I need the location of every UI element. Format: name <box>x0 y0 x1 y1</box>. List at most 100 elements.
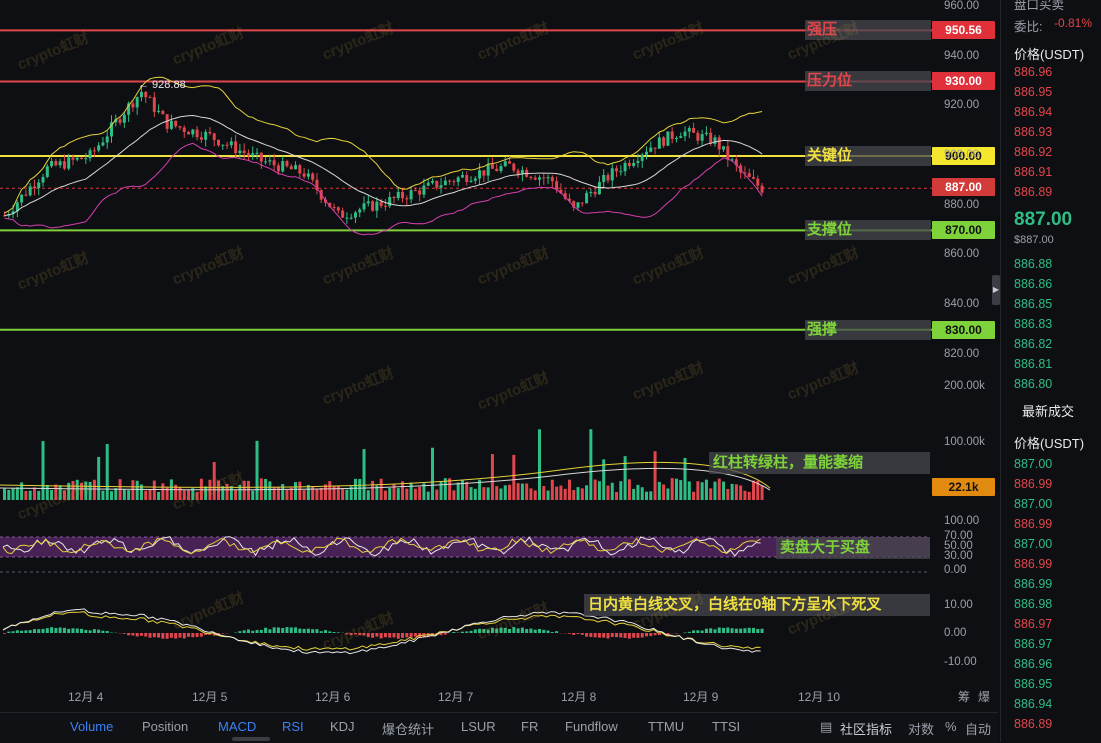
bid-price[interactable]: 886.85 <box>1014 297 1052 311</box>
macd-histogram-bar <box>410 633 413 638</box>
scroll-indicator[interactable] <box>232 737 270 741</box>
volume-bar <box>71 481 74 500</box>
macd-histogram-bar <box>606 633 609 638</box>
candle-body <box>42 177 45 183</box>
bid-price[interactable]: 886.88 <box>1014 257 1052 271</box>
indicator-tab-fr[interactable]: FR <box>521 719 538 734</box>
candle-body <box>752 177 755 179</box>
candle-body <box>217 140 220 146</box>
rsi-annotation: 卖盘大于买盘 <box>776 537 930 559</box>
bid-price[interactable]: 886.83 <box>1014 317 1052 331</box>
ask-price[interactable]: 886.92 <box>1014 145 1052 159</box>
macd-histogram-bar <box>555 631 558 633</box>
volume-bar <box>16 487 19 500</box>
community-indicator-icon[interactable]: ▤ <box>820 719 832 735</box>
log-scale-button[interactable]: 对数 <box>908 719 934 738</box>
volume-bar <box>675 479 678 500</box>
volume-bar <box>743 491 746 500</box>
volume-bar <box>726 489 729 500</box>
indicator-tab-ttmu[interactable]: TTMU <box>648 719 684 734</box>
indicator-tab-lsur[interactable]: LSUR <box>461 719 496 734</box>
bid-price[interactable]: 886.80 <box>1014 377 1052 391</box>
auto-scale-button[interactable]: 自动 <box>965 719 991 738</box>
candle-body <box>187 132 190 134</box>
candle-body <box>628 163 631 166</box>
volume-bar <box>628 479 631 500</box>
candle-body <box>149 97 152 98</box>
candle-body <box>713 137 716 143</box>
indicator-tab-macd[interactable]: MACD <box>218 719 256 734</box>
bid-price[interactable]: 886.82 <box>1014 337 1052 351</box>
community-indicator-button[interactable]: 社区指标 <box>840 719 892 738</box>
percent-scale-button[interactable]: % <box>945 719 957 734</box>
macd-histogram-bar <box>585 633 588 637</box>
candle-body <box>692 128 695 133</box>
ask-price[interactable]: 886.89 <box>1014 185 1052 199</box>
indicator-tab-position[interactable]: Position <box>142 719 188 734</box>
bollinger-upper-line <box>5 77 763 213</box>
ask-price[interactable]: 886.93 <box>1014 125 1052 139</box>
indicator-tab-volume[interactable]: Volume <box>70 719 113 734</box>
candle-body <box>307 174 310 177</box>
ask-price[interactable]: 886.91 <box>1014 165 1052 179</box>
ask-price[interactable]: 886.94 <box>1014 105 1052 119</box>
volume-bar <box>542 486 545 500</box>
volume-bar <box>320 488 323 500</box>
indicator-tab-ttsi[interactable]: TTSI <box>712 719 740 734</box>
collapse-panel-handle[interactable]: ▶ <box>992 275 1000 305</box>
macd-histogram-bar <box>636 633 639 638</box>
macd-histogram-bar <box>191 633 194 637</box>
candle-body <box>84 158 87 159</box>
macd-histogram-bar <box>461 632 464 633</box>
volume-bar <box>525 483 528 500</box>
volume-bar <box>307 485 310 500</box>
macd-histogram-bar <box>290 627 293 633</box>
trades-title[interactable]: 最新成交 <box>1022 401 1074 420</box>
candle-body <box>97 145 100 150</box>
macd-histogram-bar <box>658 633 661 635</box>
ratio-label: 委比: <box>1014 16 1042 35</box>
volume-bar <box>705 480 708 500</box>
candle-body <box>705 133 708 134</box>
candle-body <box>662 137 665 145</box>
macd-histogram-bar <box>397 633 400 639</box>
ask-price[interactable]: 886.96 <box>1014 65 1052 79</box>
candle-body <box>213 133 216 140</box>
indicator-tab-kdj[interactable]: KDJ <box>330 719 355 734</box>
macd-histogram-bar <box>752 628 755 633</box>
volume-bar <box>196 492 199 500</box>
volume-bar <box>761 485 764 500</box>
macd-histogram-bar <box>529 629 532 633</box>
volume-bar <box>474 489 477 500</box>
macd-histogram-bar <box>482 629 485 633</box>
corner-label-liquidation[interactable]: 爆 <box>978 688 990 705</box>
candle-body <box>298 165 301 173</box>
candle-body <box>452 181 455 182</box>
corner-label-chip[interactable]: 筹 <box>958 688 970 705</box>
bid-price[interactable]: 886.81 <box>1014 357 1052 371</box>
candle-body <box>345 218 348 219</box>
macd-histogram-bar <box>491 628 494 633</box>
trade-price: 886.89 <box>1014 717 1052 731</box>
volume-bar <box>611 483 614 500</box>
macd-histogram-bar <box>512 627 515 633</box>
indicator-tab-fundflow[interactable]: Fundflow <box>565 719 618 734</box>
ask-price[interactable]: 886.95 <box>1014 85 1052 99</box>
candle-body <box>517 171 520 175</box>
candle-body <box>208 132 211 134</box>
macd-histogram-bar <box>101 631 104 633</box>
indicator-tab-爆仓统计[interactable]: 爆仓统计 <box>382 719 434 738</box>
volume-bar <box>46 485 49 500</box>
indicator-tab-rsi[interactable]: RSI <box>282 719 304 734</box>
candle-body <box>290 166 293 169</box>
price-axis-label: 860.00 <box>944 248 979 260</box>
rsi-axis-label-100: 100.00 <box>944 515 979 527</box>
volume-bar <box>363 449 366 500</box>
ratio-value: -0.81% <box>1054 16 1092 30</box>
macd-histogram-bar <box>238 631 241 633</box>
volume-bar <box>731 484 734 500</box>
bid-price[interactable]: 886.86 <box>1014 277 1052 291</box>
candle-body <box>89 150 92 158</box>
macd-histogram-bar <box>632 633 635 638</box>
